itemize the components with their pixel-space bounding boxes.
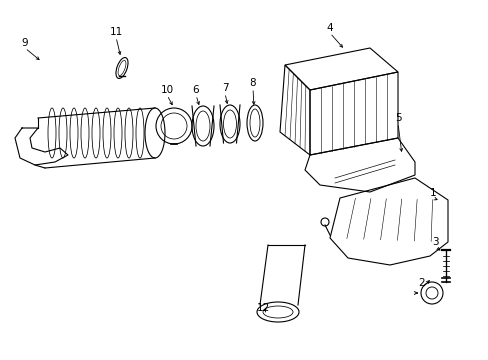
Text: 4: 4 bbox=[326, 23, 333, 33]
Text: 2: 2 bbox=[418, 278, 425, 288]
Text: 1: 1 bbox=[429, 188, 435, 198]
Text: 5: 5 bbox=[394, 113, 401, 123]
Text: 7: 7 bbox=[221, 83, 228, 93]
Text: 6: 6 bbox=[192, 85, 199, 95]
Text: 11: 11 bbox=[109, 27, 122, 37]
Text: 3: 3 bbox=[431, 237, 437, 247]
Text: 12: 12 bbox=[256, 303, 269, 313]
Text: 10: 10 bbox=[160, 85, 173, 95]
Text: 8: 8 bbox=[249, 78, 256, 88]
Text: 9: 9 bbox=[21, 38, 28, 48]
